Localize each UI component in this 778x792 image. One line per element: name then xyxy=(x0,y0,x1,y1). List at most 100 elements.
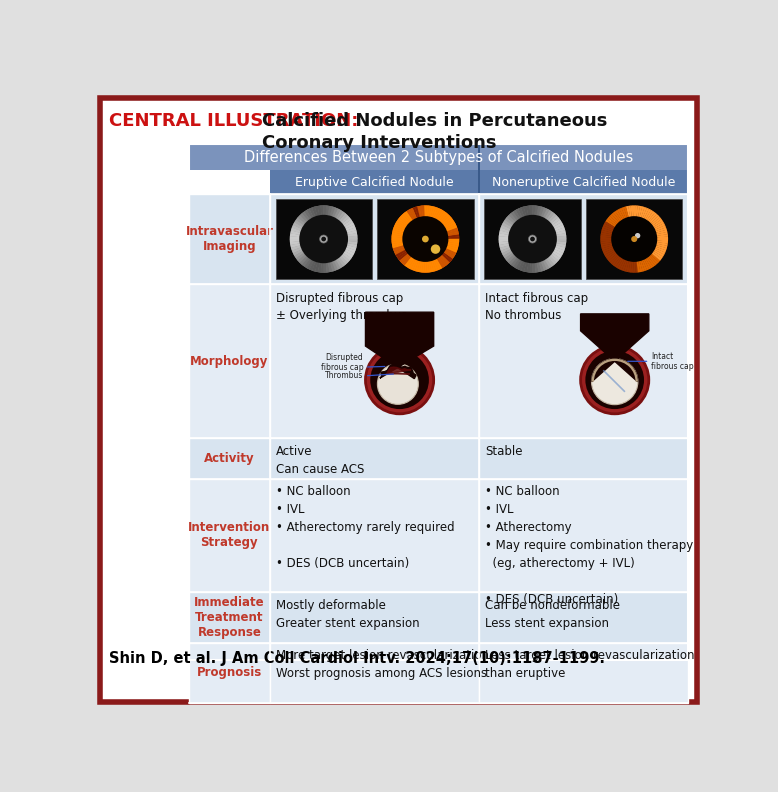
Wedge shape xyxy=(304,239,324,268)
Wedge shape xyxy=(395,239,426,257)
Wedge shape xyxy=(324,205,327,239)
Wedge shape xyxy=(401,214,426,239)
Wedge shape xyxy=(417,206,426,239)
Wedge shape xyxy=(532,239,560,261)
Circle shape xyxy=(320,235,328,243)
Wedge shape xyxy=(324,207,335,239)
Wedge shape xyxy=(426,239,454,259)
Wedge shape xyxy=(613,239,634,267)
Wedge shape xyxy=(317,206,324,239)
Wedge shape xyxy=(605,239,634,257)
Wedge shape xyxy=(292,239,324,253)
Bar xyxy=(275,199,372,279)
Wedge shape xyxy=(307,208,324,239)
Wedge shape xyxy=(394,226,426,239)
Text: More target lesion revascularization
Worst prognosis among ACS lesions: More target lesion revascularization Wor… xyxy=(276,649,489,680)
Wedge shape xyxy=(634,230,668,239)
Wedge shape xyxy=(412,239,426,271)
Wedge shape xyxy=(296,218,324,239)
Circle shape xyxy=(366,346,433,413)
Bar xyxy=(586,199,682,279)
Wedge shape xyxy=(503,219,532,239)
Wedge shape xyxy=(324,206,332,239)
Wedge shape xyxy=(294,239,324,258)
Wedge shape xyxy=(634,239,664,257)
Text: Active
Can cause ACS: Active Can cause ACS xyxy=(276,445,365,477)
Wedge shape xyxy=(532,225,564,239)
Wedge shape xyxy=(601,239,634,249)
Wedge shape xyxy=(634,206,643,239)
Wedge shape xyxy=(392,230,426,239)
Wedge shape xyxy=(634,212,657,239)
Wedge shape xyxy=(290,239,324,246)
Wedge shape xyxy=(615,239,634,268)
Wedge shape xyxy=(532,239,538,272)
Text: Intravascular
Imaging: Intravascular Imaging xyxy=(185,225,273,253)
Wedge shape xyxy=(324,239,333,272)
Wedge shape xyxy=(398,239,426,261)
Wedge shape xyxy=(324,213,348,239)
Wedge shape xyxy=(304,210,324,239)
Wedge shape xyxy=(619,208,634,239)
Wedge shape xyxy=(293,239,324,256)
Wedge shape xyxy=(602,239,634,253)
Wedge shape xyxy=(532,239,550,269)
Wedge shape xyxy=(324,215,349,239)
Wedge shape xyxy=(634,205,638,239)
Wedge shape xyxy=(634,239,650,270)
Wedge shape xyxy=(426,239,429,272)
Wedge shape xyxy=(532,236,566,239)
Wedge shape xyxy=(532,239,547,271)
Wedge shape xyxy=(617,209,634,239)
Bar xyxy=(270,284,479,439)
Text: Intact fibrous cap
No thrombus: Intact fibrous cap No thrombus xyxy=(485,292,588,322)
Wedge shape xyxy=(302,211,324,239)
Wedge shape xyxy=(610,214,634,239)
Wedge shape xyxy=(601,239,634,244)
Wedge shape xyxy=(634,239,659,264)
Wedge shape xyxy=(401,239,426,265)
Wedge shape xyxy=(634,239,643,272)
Wedge shape xyxy=(626,206,634,239)
Wedge shape xyxy=(324,239,335,272)
Wedge shape xyxy=(634,217,661,239)
Text: Can be nondeformable
Less stent expansion: Can be nondeformable Less stent expansio… xyxy=(485,600,620,630)
Bar xyxy=(270,170,479,193)
Wedge shape xyxy=(634,239,655,267)
Wedge shape xyxy=(426,206,431,239)
Circle shape xyxy=(612,216,657,262)
Wedge shape xyxy=(634,239,662,261)
Wedge shape xyxy=(324,230,357,239)
Text: Stable: Stable xyxy=(485,445,523,459)
Bar xyxy=(479,642,688,703)
Wedge shape xyxy=(324,239,355,256)
Wedge shape xyxy=(634,215,661,239)
Wedge shape xyxy=(506,239,532,263)
Circle shape xyxy=(631,236,637,242)
Wedge shape xyxy=(634,239,663,259)
Wedge shape xyxy=(426,239,448,265)
Wedge shape xyxy=(532,233,566,239)
Wedge shape xyxy=(392,239,426,249)
Wedge shape xyxy=(601,239,634,242)
Wedge shape xyxy=(417,239,426,272)
Wedge shape xyxy=(426,239,450,264)
Wedge shape xyxy=(527,239,532,272)
Wedge shape xyxy=(532,239,552,268)
Wedge shape xyxy=(634,214,659,239)
Wedge shape xyxy=(426,208,442,239)
Wedge shape xyxy=(499,239,532,246)
Wedge shape xyxy=(412,207,426,239)
Text: Less target lesion revascularization
than eruptive: Less target lesion revascularization tha… xyxy=(485,649,695,680)
Wedge shape xyxy=(532,205,538,239)
Wedge shape xyxy=(324,239,357,245)
Wedge shape xyxy=(426,210,444,239)
Wedge shape xyxy=(634,239,645,272)
Wedge shape xyxy=(624,239,634,272)
Wedge shape xyxy=(532,227,565,239)
Circle shape xyxy=(402,216,448,262)
Wedge shape xyxy=(633,239,636,272)
Circle shape xyxy=(635,233,640,238)
Wedge shape xyxy=(634,239,667,250)
Wedge shape xyxy=(399,215,426,239)
